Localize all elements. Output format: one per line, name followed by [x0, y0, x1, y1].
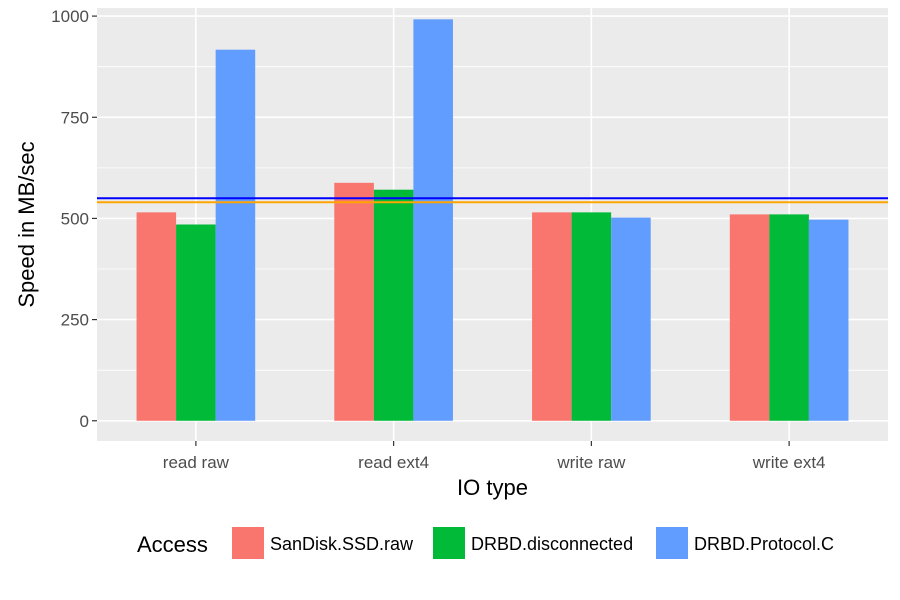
legend-swatch-drbd-disconnected	[433, 527, 465, 559]
bar-drbd-disconnected-read-ext4	[373, 189, 414, 421]
y-tick-label: 0	[80, 412, 89, 431]
bar-drbd-disconnected-read-raw	[176, 224, 216, 421]
x-axis: read raw read ext4 write raw write ext4	[163, 441, 826, 472]
bar-drbd-protocol-c-write-raw	[611, 217, 651, 421]
bar-sandisk-ssd-raw-read-raw	[136, 212, 177, 421]
legend-label-drbd-protocol-c: DRBD.Protocol.C	[694, 534, 834, 554]
bar-drbd-protocol-c-read-ext4	[413, 19, 453, 421]
y-tick-label: 750	[61, 108, 89, 127]
x-tick-label: write ext4	[752, 453, 826, 472]
legend-swatch-drbd-protocol-c	[656, 527, 688, 559]
bar-drbd-disconnected-write-raw	[571, 212, 612, 421]
x-tick-label: read raw	[163, 453, 230, 472]
bar-sandisk-ssd-raw-write-raw	[532, 212, 572, 421]
bar-sandisk-ssd-raw-write-ext4	[729, 214, 770, 421]
bars	[136, 19, 849, 421]
legend-label-sandisk-ssd-raw: SanDisk.SSD.raw	[270, 534, 414, 554]
y-axis: 0 250 500 750 1000	[51, 7, 97, 431]
legend: Access SanDisk.SSD.raw DRBD.disconnected D…	[137, 527, 834, 559]
y-axis-title: Speed in MB/sec	[14, 141, 39, 307]
reference-lines	[97, 197, 888, 204]
y-tick-label: 500	[61, 209, 89, 228]
legend-title: Access	[137, 532, 208, 557]
y-tick-label: 250	[61, 311, 89, 330]
bar-drbd-disconnected-write-ext4	[769, 214, 809, 421]
y-tick-label: 1000	[51, 7, 89, 26]
legend-label-drbd-disconnected: DRBD.disconnected	[471, 534, 633, 554]
x-tick-label: read ext4	[358, 453, 429, 472]
legend-swatch-sandisk-ssd-raw	[232, 527, 264, 559]
bar-sandisk-ssd-raw-read-ext4	[334, 182, 374, 421]
bar-drbd-protocol-c-read-raw	[215, 49, 256, 421]
bar-drbd-protocol-c-write-ext4	[808, 219, 849, 421]
x-axis-title: IO type	[457, 475, 528, 500]
x-tick-label: write raw	[556, 453, 626, 472]
